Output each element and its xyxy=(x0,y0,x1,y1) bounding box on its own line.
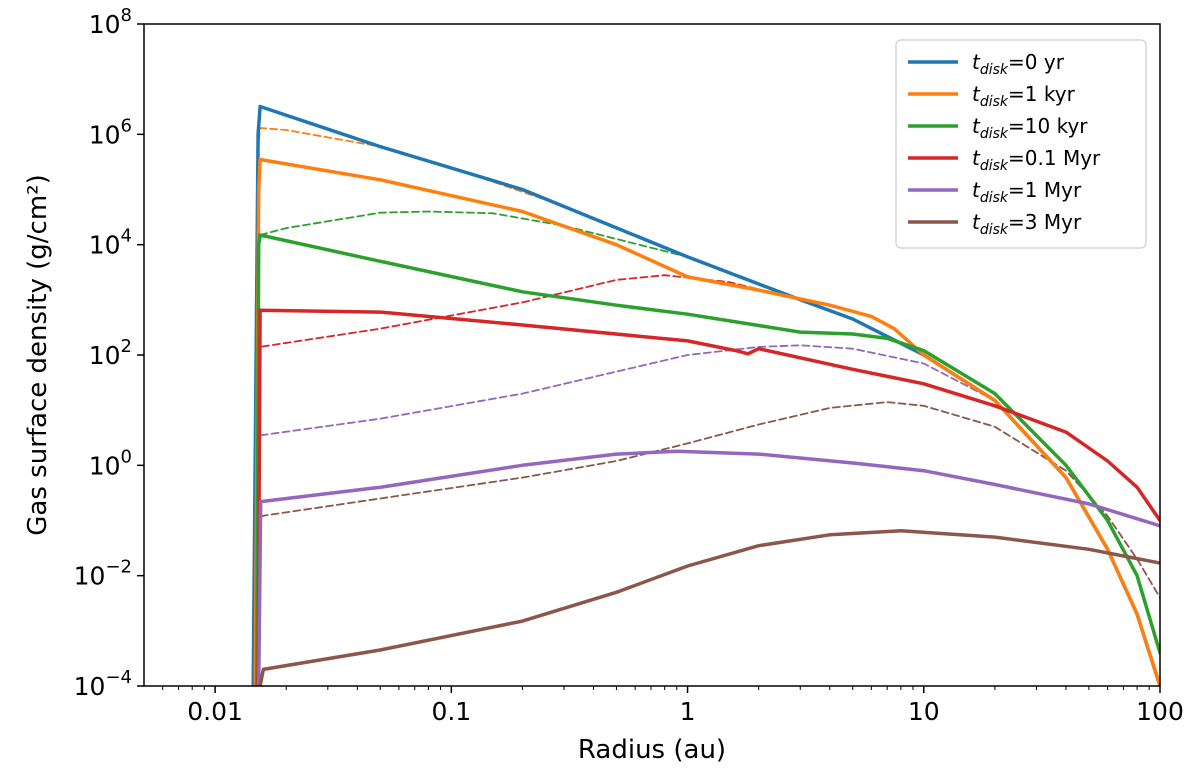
legend-t-symbol: t xyxy=(972,50,981,74)
legend-entry-label: tdisk=0 yr xyxy=(972,50,1065,78)
y-tick-base: 10 xyxy=(89,231,121,260)
y-tick-label: 10−4 xyxy=(74,667,132,701)
y-tick-base: 10 xyxy=(74,672,106,701)
legend-t-symbol: t xyxy=(972,178,981,202)
legend-t-symbol: t xyxy=(972,210,981,234)
legend-value: =3 Myr xyxy=(1008,210,1082,234)
legend-subscript: disk xyxy=(980,94,1009,110)
y-tick-exponent: 2 xyxy=(121,336,132,357)
series-line-solid-7 xyxy=(254,233,1160,686)
y-tick-exponent: 4 xyxy=(121,226,132,247)
series-line-solid-8 xyxy=(256,308,1160,686)
y-tick-base: 10 xyxy=(89,120,121,149)
y-tick-base: 10 xyxy=(74,562,106,591)
legend-entry-label: tdisk=1 kyr xyxy=(972,82,1076,110)
legend-t-symbol: t xyxy=(972,114,981,138)
legend-subscript: disk xyxy=(980,158,1009,174)
series-line-solid-10 xyxy=(258,529,1160,686)
legend-entry-label: tdisk=3 Myr xyxy=(972,210,1082,238)
y-tick-label: 100 xyxy=(89,446,132,480)
legend-subscript: disk xyxy=(980,62,1009,78)
legend-subscript: disk xyxy=(980,222,1009,238)
y-tick-label: 104 xyxy=(89,226,132,260)
legend-value: =1 kyr xyxy=(1008,82,1076,106)
y-tick-exponent: 6 xyxy=(121,115,132,136)
y-tick-base: 10 xyxy=(89,341,121,370)
x-tick-label: 100 xyxy=(1136,697,1184,726)
x-tick-label: 0.01 xyxy=(187,697,243,726)
y-tick-label: 10−2 xyxy=(74,557,132,591)
y-tick-exponent: −2 xyxy=(105,557,132,578)
legend-value: =0 yr xyxy=(1008,50,1065,74)
legend-box xyxy=(895,39,1147,249)
x-tick-label: 0.1 xyxy=(431,697,471,726)
y-tick-base: 10 xyxy=(89,10,121,39)
series-layer xyxy=(251,104,1160,686)
legend-entry-label: tdisk=1 Myr xyxy=(972,178,1082,206)
legend-t-symbol: t xyxy=(972,146,981,170)
legend-subscript: disk xyxy=(980,126,1009,142)
y-tick-exponent: 8 xyxy=(121,5,132,26)
legend-value: =1 Myr xyxy=(1008,178,1082,202)
legend-value: =10 kyr xyxy=(1008,114,1088,138)
legend-entry-label: tdisk=10 kyr xyxy=(972,114,1088,142)
y-tick-label: 106 xyxy=(89,115,132,149)
x-axis-title: Radius (au) xyxy=(578,735,726,765)
legend-entry-label: tdisk=0.1 Myr xyxy=(972,146,1101,174)
y-tick-label: 108 xyxy=(89,5,132,39)
y-tick-base: 10 xyxy=(89,451,121,480)
x-tick-label: 10 xyxy=(908,697,940,726)
y-tick-exponent: −4 xyxy=(105,667,132,688)
legend-subscript: disk xyxy=(980,190,1009,206)
x-tick-label: 1 xyxy=(680,697,696,726)
series-line-solid-9 xyxy=(256,449,1160,686)
y-axis-title: Gas surface density (g/cm²) xyxy=(23,174,53,535)
legend-value: =0.1 Myr xyxy=(1008,146,1101,170)
legend-t-symbol: t xyxy=(972,82,981,106)
y-tick-exponent: 0 xyxy=(121,446,132,467)
y-tick-label: 102 xyxy=(89,336,132,370)
